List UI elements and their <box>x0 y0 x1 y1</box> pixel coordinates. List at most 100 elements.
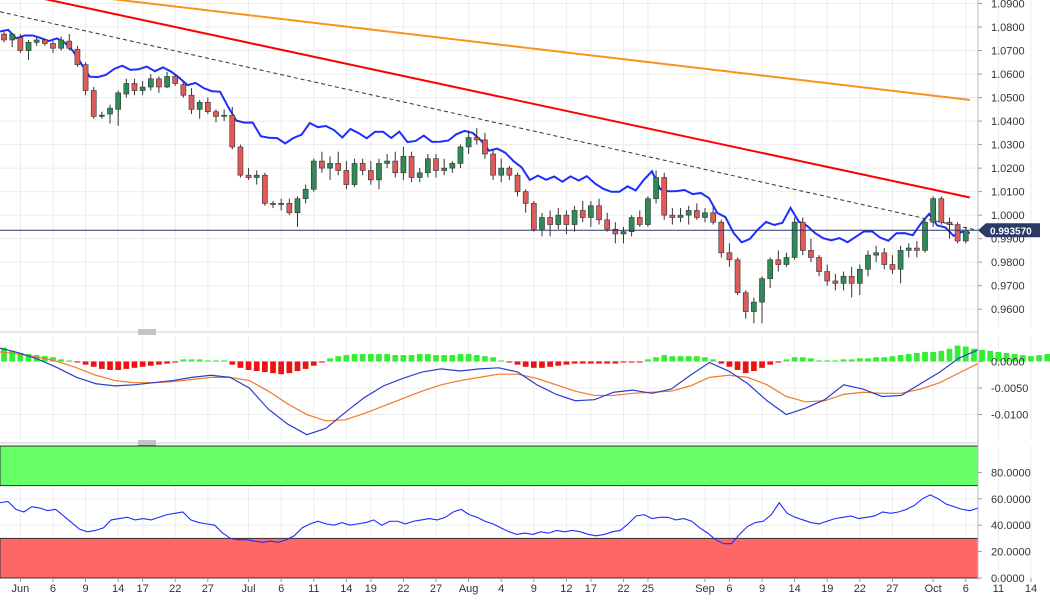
macd-histogram-bar <box>547 361 553 367</box>
candle-body <box>172 76 179 84</box>
macd-histogram-bar <box>367 354 374 362</box>
macd-histogram-bar <box>979 349 985 362</box>
price-panel <box>0 0 979 324</box>
macd-histogram-bar <box>995 351 1002 362</box>
date-tick-label: 11 <box>308 583 319 595</box>
macd-histogram-bar <box>245 361 252 370</box>
macd-histogram-bar <box>702 357 708 362</box>
candle-body <box>74 49 81 65</box>
macd-histogram-bar <box>376 354 382 362</box>
macd-histogram-bar <box>555 361 562 366</box>
macd-histogram-bar <box>25 354 32 362</box>
macd-histogram-bar <box>270 361 276 374</box>
macd-histogram-bar <box>799 357 806 362</box>
macd-histogram-bar <box>253 361 260 372</box>
macd-histogram-bar <box>416 354 423 362</box>
macd-histogram-bar <box>897 355 904 362</box>
macd-panel <box>0 345 1050 436</box>
macd-histogram-bar <box>816 360 822 362</box>
candle-body <box>514 174 521 192</box>
macd-histogram-bar <box>107 361 113 370</box>
macd-histogram-bar <box>335 356 342 362</box>
candle-body <box>571 210 578 225</box>
candle-body <box>278 203 285 205</box>
candle-body <box>180 84 187 96</box>
date-tick-label: Jun <box>12 583 30 595</box>
candle-body <box>962 229 969 242</box>
candle-body <box>653 177 659 199</box>
macd-histogram-bar <box>498 360 505 362</box>
axis-layer: 1.0900 1.0800 1.0700 1.0600 1.0500 1.0400 1.03… <box>12 0 1040 595</box>
candle-body <box>156 78 162 88</box>
macd-histogram-bar <box>441 355 448 362</box>
date-tick-label: 14 <box>789 583 801 595</box>
macd-histogram-bar <box>74 361 81 363</box>
macd-histogram-bar <box>865 358 871 362</box>
macd-histogram-bar <box>465 354 472 362</box>
candle-body <box>596 205 602 221</box>
macd-histogram-bar <box>848 359 855 362</box>
macd-histogram-bar <box>645 359 651 362</box>
macd-histogram-bar <box>930 351 937 362</box>
macd-histogram-bar <box>147 361 154 366</box>
candle-body <box>245 174 252 178</box>
candle-body <box>759 278 765 303</box>
date-tick-label: 6 <box>726 583 732 595</box>
macd-histogram-bar <box>677 356 684 362</box>
date-tick-label: 25 <box>642 583 654 595</box>
candle-body <box>392 160 399 174</box>
candle-body <box>482 139 488 155</box>
date-tick-label: Jul <box>242 583 256 595</box>
candle-body <box>498 167 505 176</box>
macd-histogram-bar <box>767 361 774 365</box>
macd-histogram-bar <box>286 361 293 374</box>
macd-histogram-bar <box>604 361 611 364</box>
macd-histogram-bar <box>840 359 847 362</box>
macd-histogram-bar <box>954 345 961 362</box>
macd-histogram-bar <box>490 357 496 362</box>
date-tick-label: 11 <box>993 583 1004 595</box>
candle-body <box>319 160 325 169</box>
macd-histogram-bar <box>1036 355 1042 362</box>
splitter-handle-icon <box>138 440 156 446</box>
macd-histogram-bar <box>612 361 619 364</box>
candle-body <box>465 137 472 148</box>
candle-body <box>954 224 961 242</box>
candle-body <box>897 250 904 270</box>
moving-average-line <box>44 0 971 199</box>
macd-histogram-bar <box>588 361 594 364</box>
candle-body <box>914 247 920 251</box>
candle-body <box>751 301 757 312</box>
candle-body <box>604 219 611 230</box>
candle-body <box>685 210 692 216</box>
macd-histogram-bar <box>742 361 749 374</box>
current-price-label: 0.993570 <box>990 226 1032 237</box>
candle-body <box>710 212 716 223</box>
candle-body <box>620 231 627 235</box>
macd-histogram-bar <box>131 361 138 368</box>
macd-histogram-bar <box>1044 354 1050 362</box>
candle-body <box>840 275 847 284</box>
candle-body <box>490 153 496 176</box>
candle-body <box>889 264 896 270</box>
candle-body <box>669 214 676 218</box>
candle-body <box>579 210 586 218</box>
date-tick-label: 27 <box>886 583 898 595</box>
candle-body <box>351 163 358 185</box>
candle-body <box>164 76 170 88</box>
candle-body <box>547 217 553 225</box>
panel-splitters <box>0 329 978 446</box>
macd-histogram-bar <box>433 355 439 362</box>
date-tick-label: 17 <box>585 583 597 595</box>
candle-body <box>376 163 382 181</box>
splitter-handle-icon <box>138 329 156 335</box>
macd-histogram-bar <box>685 356 692 362</box>
candle-body <box>359 163 366 171</box>
macd-histogram-bar <box>962 346 969 362</box>
macd-histogram-bar <box>539 361 545 368</box>
candle-body <box>433 158 439 171</box>
rsi-tick-label: 60.0000 <box>991 494 1031 506</box>
candle-body <box>327 163 333 169</box>
date-tick-label: 22 <box>854 583 866 595</box>
